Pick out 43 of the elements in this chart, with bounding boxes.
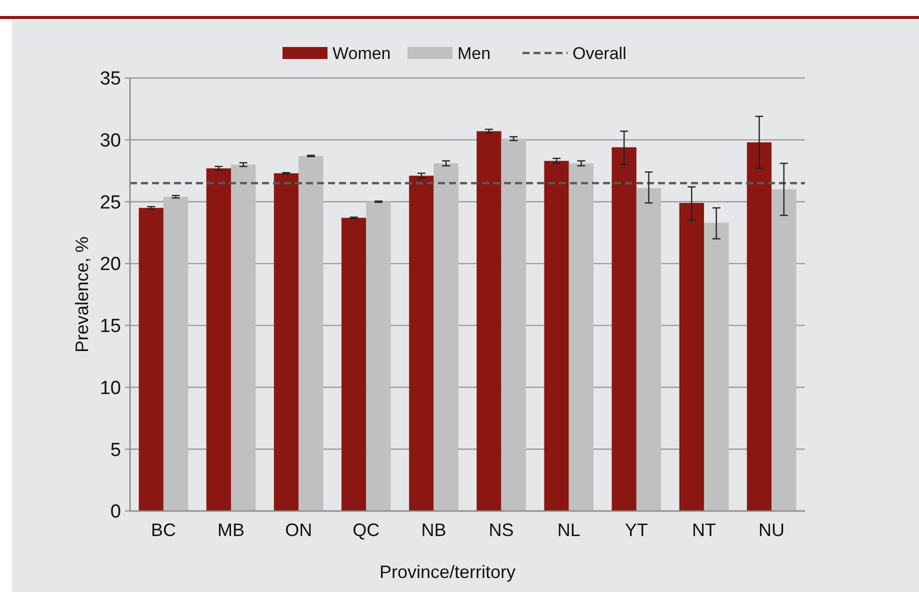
- bar: [231, 164, 256, 511]
- x-tick-label: MB: [218, 520, 245, 540]
- x-tick-label: BC: [150, 520, 176, 540]
- x-tick-label: NS: [488, 520, 514, 540]
- bar: [163, 196, 188, 511]
- bar: [298, 156, 324, 511]
- bar: [366, 202, 391, 511]
- x-axis-title: Province/territory: [379, 562, 516, 582]
- bar: [612, 147, 636, 511]
- x-tick-label: YT: [624, 520, 648, 540]
- bar: [138, 208, 164, 511]
- bar: [206, 168, 232, 511]
- legend-label: Men: [458, 44, 491, 63]
- y-tick-label: 35: [100, 68, 121, 90]
- bar: [409, 176, 434, 511]
- x-tick-label: NB: [421, 520, 446, 540]
- bar: [568, 163, 594, 511]
- bar: [772, 189, 796, 511]
- y-tick-label: 30: [100, 130, 121, 152]
- bar: [704, 222, 729, 511]
- bar: [501, 138, 526, 511]
- x-tick-label: NL: [557, 520, 580, 540]
- x-tick-label: NT: [692, 520, 716, 540]
- y-axis-title: Prevalence, %: [72, 236, 92, 353]
- y-tick-label: 25: [100, 192, 121, 214]
- bar: [274, 173, 299, 511]
- legend-label: Women: [332, 44, 391, 63]
- legend-label: Overall: [572, 44, 626, 63]
- x-tick-label: QC: [352, 520, 380, 540]
- bar: [544, 160, 569, 511]
- y-tick-label: 15: [100, 316, 121, 338]
- bar: [746, 142, 772, 511]
- x-tick-label: ON: [285, 520, 312, 540]
- y-tick-label: 5: [110, 440, 121, 461]
- bar: [434, 163, 458, 511]
- bar: [476, 131, 502, 511]
- x-tick-label: NU: [758, 520, 785, 540]
- bar: [341, 218, 366, 511]
- bar: [679, 202, 704, 511]
- bar: [636, 188, 662, 511]
- y-tick-label: 20: [100, 254, 121, 276]
- y-tick-label: 0: [110, 502, 121, 523]
- y-tick-label: 10: [100, 378, 121, 399]
